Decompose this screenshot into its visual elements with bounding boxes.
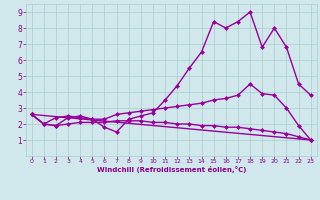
X-axis label: Windchill (Refroidissement éolien,°C): Windchill (Refroidissement éolien,°C) xyxy=(97,166,246,173)
